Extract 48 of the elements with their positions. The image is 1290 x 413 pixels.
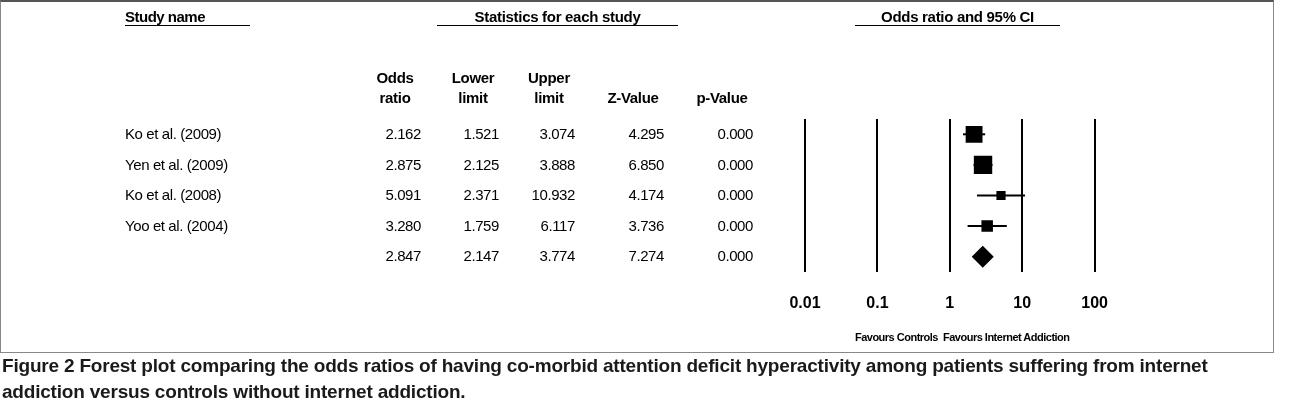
point (996, 190, 1006, 201)
point (971, 245, 994, 268)
point (981, 220, 993, 232)
x-tick-label: 1 (945, 294, 955, 312)
text: Study name (125, 8, 250, 26)
text: 3.888 (539, 155, 575, 173)
category-label: p-Value (695, 88, 749, 108)
x-tick-label: 10 (1013, 294, 1032, 312)
chart-title: Odds ratio and 95% CI (855, 8, 1060, 26)
caption: Figure 2 Forest plot comparing the odds ratios of having co-morbid attention deficit hyperactivity among patients suffering from internet addiction versus controls without internet addiction. (2, 354, 1209, 404)
text: 2.847 (385, 247, 421, 264)
text: 3.736 (628, 216, 664, 234)
text: 6.850 (628, 155, 664, 173)
category-label: Ko et al. (2008) (125, 186, 222, 203)
text: 0.000 (717, 216, 753, 234)
text: 7.274 (628, 247, 664, 264)
category-label: Ko et al. (2009) (125, 125, 222, 142)
category-label: Odds ratio (375, 68, 415, 108)
text: 2.371 (463, 186, 499, 203)
text: 1.521 (463, 125, 499, 142)
text: 2.147 (463, 247, 499, 264)
category-label: Yen et al. (2009) (125, 155, 228, 173)
text: 2.125 (463, 155, 499, 173)
text: 0.000 (717, 125, 753, 142)
text: Statistics for each study (437, 8, 678, 26)
text: 2.162 (385, 125, 421, 142)
x-tick-label: 100 (1081, 294, 1109, 312)
text: 0.000 (717, 155, 753, 173)
text: 3.774 (539, 247, 575, 264)
text: 4.295 (628, 125, 664, 142)
text: 0.000 (717, 247, 753, 264)
category-label: Z-Value (606, 88, 660, 108)
text: Favours Controls (853, 331, 938, 343)
category-label: Lower limit (450, 68, 496, 108)
x-tick-label: 0.1 (866, 294, 889, 312)
text: 0.000 (717, 186, 753, 203)
category-label: Yoo et al. (2004) (125, 216, 228, 234)
category-label: Upper limit (527, 68, 571, 108)
text: 1.759 (463, 216, 499, 234)
text: Favours Internet Addiction (943, 331, 1070, 343)
text: 5.091 (385, 186, 421, 203)
text: 4.174 (628, 186, 664, 203)
text: 10.932 (531, 186, 575, 203)
text: 2.875 (385, 155, 421, 173)
x-tick-label: 0.01 (789, 294, 821, 312)
text: 6.117 (540, 216, 575, 234)
text: 3.280 (385, 216, 421, 234)
text: 3.074 (539, 125, 575, 142)
